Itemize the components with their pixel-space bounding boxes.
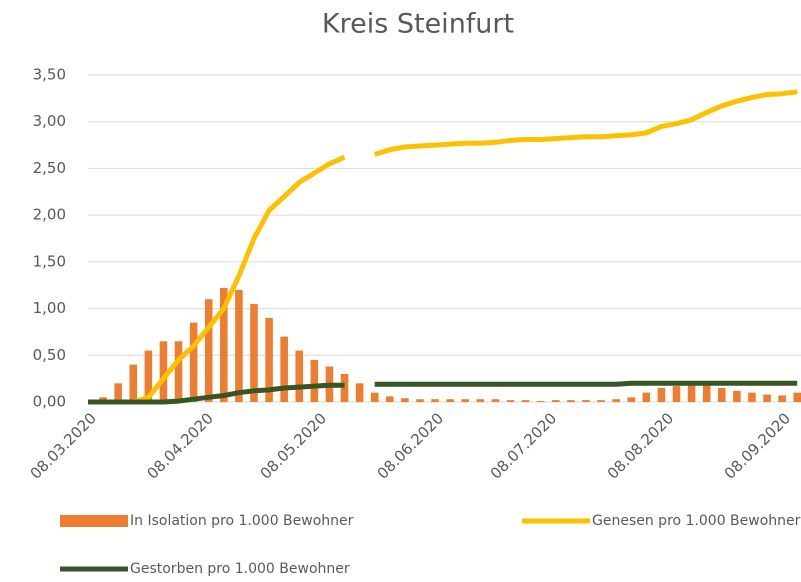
y-tick-label: 2,50 xyxy=(33,159,66,177)
y-tick-label: 0,50 xyxy=(33,346,66,364)
bar xyxy=(174,341,183,402)
bar xyxy=(461,399,470,402)
bar xyxy=(401,398,409,402)
bar xyxy=(416,399,424,402)
bar xyxy=(536,401,545,402)
bar xyxy=(627,397,636,402)
x-tick-label: 08.07.2020 xyxy=(487,409,560,482)
y-tick-label: 2,00 xyxy=(33,206,66,224)
y-tick-label: 1,50 xyxy=(33,252,66,270)
bar xyxy=(702,385,711,402)
bar xyxy=(220,288,228,402)
bar xyxy=(250,303,258,402)
x-tick-label: 08.04.2020 xyxy=(143,409,216,482)
bar xyxy=(748,392,756,402)
bar xyxy=(204,299,213,402)
bar xyxy=(552,400,560,402)
bar xyxy=(386,396,394,402)
bar xyxy=(310,359,319,402)
legend-label: Genesen pro 1.000 Bewohner xyxy=(592,513,801,529)
bar xyxy=(672,386,681,402)
bar xyxy=(718,387,726,402)
bar xyxy=(763,394,771,402)
x-tick-label: 08.05.2020 xyxy=(257,409,330,482)
bar xyxy=(295,350,304,402)
bar xyxy=(431,399,439,402)
x-tick-label: 08.06.2020 xyxy=(374,409,447,482)
chart-title: Kreis Steinfurt xyxy=(322,9,514,40)
x-tick-label: 08.03.2020 xyxy=(27,409,100,482)
bar xyxy=(370,392,379,402)
y-tick-label: 3,50 xyxy=(33,66,66,84)
x-tick-label: 08.09.2020 xyxy=(721,409,794,482)
y-tick-label: 0,00 xyxy=(33,393,66,411)
legend-label: Gestorben pro 1.000 Bewohner xyxy=(130,561,350,577)
bar xyxy=(235,289,243,402)
bar xyxy=(144,350,153,402)
legend-swatch xyxy=(60,515,128,527)
bar xyxy=(189,322,198,402)
bar xyxy=(582,400,590,402)
y-tick-label: 1,00 xyxy=(33,299,66,317)
bar xyxy=(687,385,696,402)
bar xyxy=(491,399,500,402)
bar xyxy=(793,392,801,402)
bar xyxy=(733,390,741,402)
bar xyxy=(265,317,273,402)
legend-label: In Isolation pro 1.000 Bewohner xyxy=(130,513,354,529)
bar xyxy=(642,392,651,402)
bar xyxy=(340,373,349,402)
bar xyxy=(129,364,138,402)
bar xyxy=(506,400,515,402)
bar xyxy=(114,383,122,402)
bar xyxy=(446,399,454,402)
bar xyxy=(476,399,485,402)
bar xyxy=(567,400,575,402)
bar xyxy=(597,400,605,402)
bar xyxy=(778,395,786,402)
x-tick-label: 08.08.2020 xyxy=(604,409,677,482)
y-tick-label: 3,00 xyxy=(33,112,66,130)
bar xyxy=(657,387,666,402)
bar xyxy=(521,400,530,402)
bar xyxy=(280,336,288,402)
line xyxy=(88,380,798,405)
bar xyxy=(159,341,168,402)
bar xyxy=(355,383,364,402)
bar xyxy=(612,399,620,402)
